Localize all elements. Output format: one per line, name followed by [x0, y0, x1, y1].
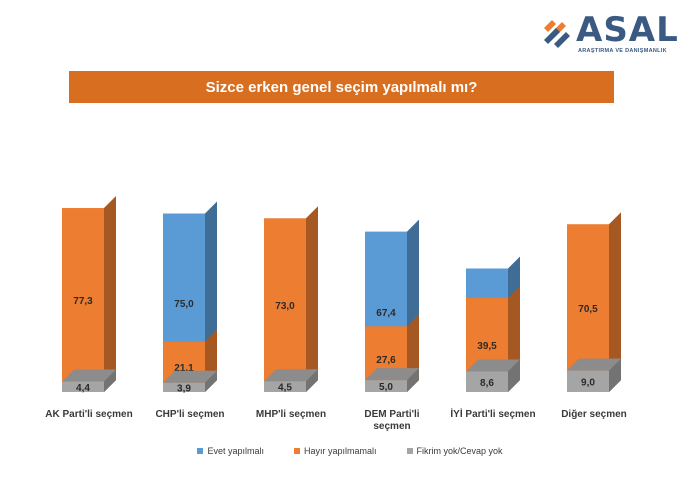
data-label-1-0: 77,3	[73, 296, 93, 307]
data-label-0-3: 67,4	[376, 308, 396, 319]
legend-label-evet: Evet yapılmalı	[207, 446, 264, 456]
category-label-3: DEM Parti'li seçmen	[337, 409, 447, 433]
bar-segment-2-1	[163, 382, 205, 392]
category-label-line: CHP'li seçmen	[155, 409, 225, 420]
category-label-0: AK Parti'li seçmen	[34, 409, 144, 421]
bar-side-1-0	[104, 196, 116, 392]
category-label-line: DEM Parti'li	[364, 409, 420, 420]
data-label-2-4: 8,6	[480, 378, 494, 389]
data-label-1-1: 21,1	[174, 363, 194, 374]
bar-top-1	[163, 370, 217, 383]
category-label-line: İYİ Parti'li seçmen	[450, 409, 536, 420]
bar-top-4	[466, 359, 520, 372]
category-label-5: Diğer seçmen	[539, 409, 649, 421]
bar-side-2-0	[104, 369, 116, 392]
category-label-1: CHP'li seçmen	[135, 409, 245, 421]
bar-top-0	[62, 369, 116, 382]
category-label-4: İYİ Parti'li seçmen	[438, 409, 548, 421]
legend-item-fikrim: Fikrim yok/Cevap yok	[406, 446, 503, 456]
logo-mark-icon	[544, 20, 570, 48]
asal-logo: ASAL ARAŞTIRMA VE DANIŞMANLIK	[540, 10, 678, 58]
logo-wordmark: ASAL	[576, 10, 679, 50]
legend: Evet yapılmalı Hayır yapılmamalı Fikrim …	[0, 446, 700, 456]
bar-side-2-5	[609, 358, 621, 392]
legend-swatch-hayir	[293, 448, 300, 454]
data-label-2-1: 3,9	[177, 383, 191, 394]
legend-item-hayir: Hayır yapılmamalı	[293, 446, 377, 456]
bar-segment-1-2	[264, 218, 306, 392]
bar-side-2-2	[306, 369, 318, 392]
bar-side-1-5	[609, 212, 621, 392]
bar-segment-1-0	[62, 208, 104, 392]
data-label-2-0: 4,4	[76, 383, 90, 394]
legend-swatch-fikrim	[406, 448, 413, 454]
data-label-2-5: 9,0	[581, 377, 595, 388]
data-label-1-5: 70,5	[578, 304, 598, 315]
bar-segment-2-4	[466, 371, 508, 392]
bar-segment-2-2	[264, 381, 306, 392]
data-label-0-1: 75,0	[174, 299, 194, 310]
data-label-2-2: 4,5	[278, 383, 292, 394]
legend-item-evet: Evet yapılmalı	[197, 446, 264, 456]
category-label-line: Diğer seçmen	[561, 409, 627, 420]
legend-label-fikrim: Fikrim yok/Cevap yok	[416, 446, 503, 456]
bar-top-3	[365, 368, 419, 381]
category-label-2: MHP'li seçmen	[236, 409, 346, 421]
chart-title: Sizce erken genel seçim yapılmalı mı?	[69, 71, 614, 103]
legend-label-hayir: Hayır yapılmamalı	[303, 446, 377, 456]
bar-top-2	[264, 369, 318, 382]
bar-segment-2-3	[365, 380, 407, 392]
bar-side-2-1	[205, 370, 217, 392]
category-label-line: MHP'li seçmen	[255, 409, 327, 420]
chart-title-text: Sizce erken genel seçim yapılmalı mı?	[205, 78, 478, 96]
bar-side-2-4	[508, 359, 520, 392]
category-label-line: AK Parti'li seçmen	[45, 409, 133, 420]
bar-side-2-3	[407, 368, 419, 392]
bar-segment-2-0	[62, 381, 104, 392]
data-label-1-4: 39,5	[477, 341, 497, 352]
data-label-1-2: 73,0	[275, 301, 295, 312]
data-label-1-3: 27,6	[376, 355, 396, 366]
bar-top-5	[567, 358, 621, 371]
bar-side-1-2	[306, 206, 318, 392]
legend-swatch-evet	[197, 448, 204, 454]
logo-tagline: ARAŞTIRMA VE DANIŞMANLIK	[578, 48, 667, 54]
category-label-line: seçmen	[373, 421, 411, 432]
bar-segment-2-5	[567, 370, 609, 392]
data-label-2-3: 5,0	[379, 382, 393, 393]
